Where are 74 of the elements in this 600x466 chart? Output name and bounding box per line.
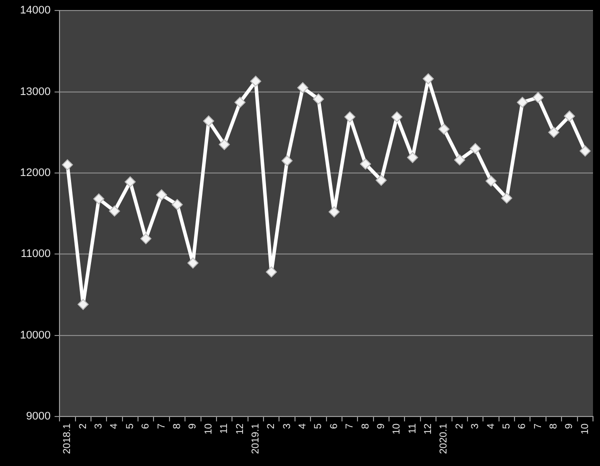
point: [532, 92, 544, 103]
x-tick-label: 8: [548, 422, 560, 429]
x-tick-label: 3: [94, 422, 105, 429]
point: [250, 76, 262, 87]
point: [266, 266, 277, 278]
x-tick-label: 9: [564, 422, 576, 429]
x-tick-label: 5: [501, 422, 512, 429]
x-tick-label: 5: [124, 422, 136, 429]
x-tick-label: 4: [109, 422, 120, 429]
point: [454, 154, 466, 166]
point: [438, 124, 450, 135]
point: [516, 96, 528, 108]
x-tick-label: 12: [234, 422, 246, 435]
point: [548, 126, 560, 138]
point: [312, 94, 324, 105]
y-tick-label: 12000: [20, 166, 51, 179]
x-tick-label: 6: [517, 422, 528, 429]
x-tick-label: 2: [266, 422, 278, 429]
x-tick-label: 9: [376, 422, 387, 429]
point: [580, 146, 591, 157]
point: [344, 111, 356, 122]
point: [140, 233, 152, 244]
point: [486, 176, 497, 187]
x-tick-label: 11: [219, 422, 230, 434]
x-tick-label: 3: [282, 422, 293, 429]
x-tick-label: 7: [156, 422, 168, 429]
point: [407, 152, 418, 164]
x-tick-label: 3: [470, 422, 482, 429]
point: [297, 82, 308, 94]
y-tick-label: 14000: [20, 4, 51, 17]
point: [218, 139, 230, 150]
point: [109, 206, 120, 217]
point: [328, 206, 340, 218]
x-tick-label: 8: [360, 422, 372, 429]
point: [62, 159, 73, 170]
point: [234, 96, 246, 108]
point: [187, 258, 198, 269]
y-tick-label: 9000: [26, 410, 51, 422]
point: [93, 193, 104, 204]
x-tick-label: 10: [392, 422, 403, 435]
point: [156, 189, 168, 200]
x-tick-label: 6: [140, 422, 152, 429]
x-tick-label: 2018.1: [62, 422, 74, 454]
x-tick-label: 8: [172, 422, 184, 429]
point: [422, 73, 434, 84]
x-tick-label: 11: [407, 422, 418, 434]
x-tick-label: 10: [203, 422, 214, 435]
point: [564, 110, 575, 122]
y-tick-label: 11000: [20, 248, 51, 260]
y-tick-label: 13000: [20, 86, 51, 98]
x-tick-label: 2020.1: [438, 422, 450, 454]
x-tick-label: 6: [328, 422, 340, 429]
point: [470, 143, 481, 154]
x-tick-label: 5: [313, 422, 324, 429]
point: [78, 298, 89, 310]
y-tick-label: 10000: [20, 329, 51, 342]
x-tick-label: 7: [532, 422, 544, 429]
x-tick-label: 4: [486, 422, 497, 429]
x-tick-label: 10: [580, 422, 591, 435]
point: [124, 176, 136, 188]
point: [501, 192, 512, 204]
point: [282, 155, 293, 166]
x-tick-label: 2: [78, 422, 89, 429]
x-tick-label: 12: [423, 422, 434, 435]
x-tick-label: 4: [298, 422, 309, 429]
x-tick-label: 2: [454, 422, 466, 429]
point: [203, 115, 214, 126]
point: [376, 174, 387, 186]
x-tick-label: 7: [344, 422, 356, 429]
point: [172, 199, 183, 210]
x-tick-label: 2019.1: [250, 422, 262, 454]
point: [360, 158, 372, 170]
point: [391, 111, 402, 122]
x-tick-label: 9: [188, 422, 199, 429]
